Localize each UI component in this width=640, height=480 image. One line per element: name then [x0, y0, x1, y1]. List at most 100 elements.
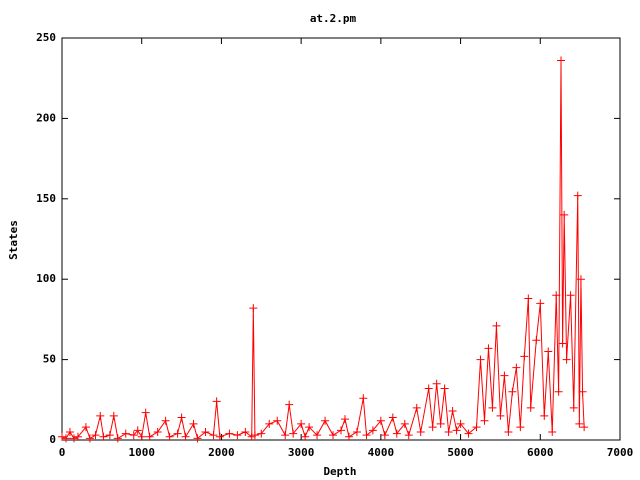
point: [562, 355, 571, 364]
chart-title: at.2.pm: [310, 12, 357, 25]
point: [484, 344, 493, 353]
point: [492, 321, 501, 330]
point: [113, 434, 122, 443]
point: [177, 413, 186, 422]
point: [362, 431, 371, 440]
point: [496, 411, 505, 420]
point: [376, 416, 385, 425]
point: [359, 394, 368, 403]
point: [476, 355, 485, 364]
point: [289, 429, 298, 438]
point: [209, 431, 218, 440]
point: [91, 431, 100, 440]
point: [109, 411, 118, 420]
point: [301, 432, 310, 441]
point: [133, 426, 142, 435]
point: [440, 384, 449, 393]
point: [99, 432, 108, 441]
point: [305, 423, 314, 432]
point: [524, 294, 533, 303]
plot-border: [61, 37, 621, 441]
point: [508, 387, 517, 396]
point: [340, 415, 349, 424]
point: [544, 347, 553, 356]
point: [536, 299, 545, 308]
point: [444, 427, 453, 436]
point: [388, 413, 397, 422]
point: [573, 191, 582, 200]
point: [344, 432, 353, 441]
y-tick-label: 250: [36, 31, 56, 44]
point: [404, 431, 413, 440]
point: [273, 416, 282, 425]
point: [392, 429, 401, 438]
point: [189, 419, 198, 428]
point: [215, 432, 224, 441]
y-axis-label: States: [7, 220, 20, 260]
point: [432, 379, 441, 388]
point: [105, 431, 114, 440]
point: [480, 416, 489, 425]
y-tick-label: 0: [49, 433, 56, 446]
point: [464, 429, 473, 438]
point: [165, 432, 174, 441]
y-tick-label: 100: [36, 272, 56, 285]
point: [552, 291, 561, 300]
point: [540, 411, 549, 420]
point: [247, 432, 256, 441]
point: [566, 291, 575, 300]
point: [225, 429, 234, 438]
point: [173, 429, 182, 438]
point: [416, 427, 425, 436]
point: [576, 275, 585, 284]
point: [153, 427, 162, 436]
point: [526, 403, 535, 412]
x-tick-label: 6000: [527, 446, 554, 459]
point: [285, 400, 294, 409]
point: [329, 431, 338, 440]
point: [58, 432, 66, 441]
point: [532, 336, 541, 345]
point: [512, 363, 521, 372]
point: [456, 419, 465, 428]
point: [81, 423, 90, 432]
point: [85, 434, 94, 443]
point: [257, 429, 266, 438]
point: [61, 434, 70, 443]
point: [424, 384, 433, 393]
point: [96, 411, 105, 420]
x-tick-label: 4000: [368, 446, 395, 459]
point: [400, 419, 409, 428]
point: [297, 419, 306, 428]
x-tick-label: 3000: [288, 446, 315, 459]
point: [145, 432, 154, 441]
point: [569, 403, 578, 412]
point: [121, 429, 130, 438]
x-axis-label: Depth: [323, 465, 356, 478]
point: [69, 434, 78, 443]
point: [368, 426, 377, 435]
point: [181, 432, 190, 441]
point: [141, 408, 150, 417]
y-tick-label: 200: [36, 111, 56, 124]
point: [580, 423, 589, 432]
point: [265, 419, 274, 428]
point: [575, 419, 584, 428]
point: [201, 427, 210, 436]
point: [161, 416, 170, 425]
point: [452, 426, 461, 435]
series-line: [61, 60, 585, 440]
x-tick-label: 5000: [447, 446, 474, 459]
point: [250, 431, 259, 440]
point: [241, 427, 250, 436]
point: [560, 210, 569, 219]
point: [337, 426, 345, 435]
point: [428, 423, 437, 432]
x-tick-label: 7000: [607, 446, 634, 459]
point: [557, 56, 566, 65]
point: [73, 432, 82, 441]
point: [313, 431, 322, 440]
x-tick-label: 0: [59, 446, 66, 459]
point: [129, 431, 138, 440]
